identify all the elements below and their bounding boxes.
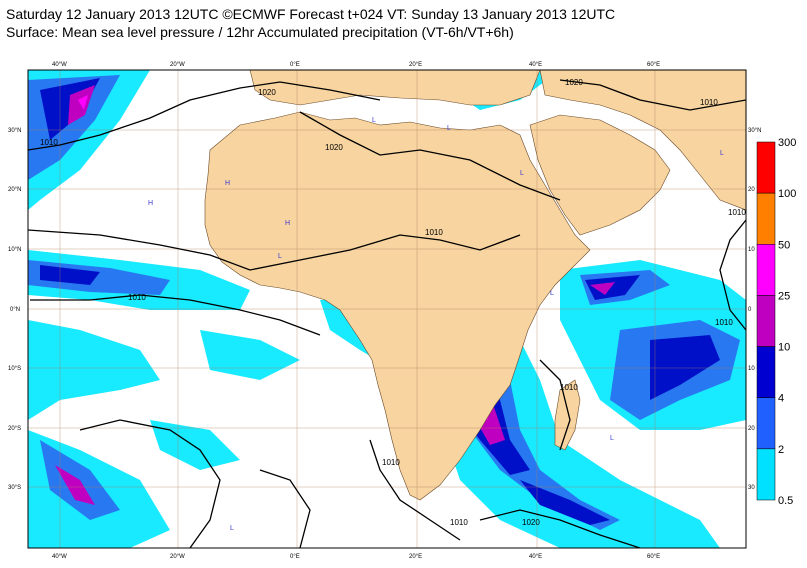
lon-label: 20°W (170, 62, 185, 68)
lat-labels-right: 30°N 20 10 0 10 20 30 (748, 128, 761, 491)
lat-label: 20 (748, 187, 755, 193)
land-layer (204, 70, 746, 501)
isobar-label: 1010 (700, 98, 718, 107)
isobar-label: 1010 (40, 138, 58, 147)
isobar-labels: 1010 1020 1020 1020 1010 1010 1010 1010 … (40, 78, 746, 527)
lat-label: 10 (748, 247, 755, 253)
lat-label: 10°S (8, 366, 21, 372)
chart-subtitle: Surface: Mean sea level pressure / 12hr … (6, 24, 514, 40)
graticule (28, 70, 746, 548)
isobar-label: 1010 (728, 208, 746, 217)
isobar-label: 1010 (715, 318, 733, 327)
isobar-label: 1010 (560, 383, 578, 392)
low-marker: L (447, 125, 451, 132)
map-frame (27, 69, 747, 549)
low-marker: L (520, 170, 524, 177)
low-marker: L (720, 150, 724, 157)
middle-east-land (539, 70, 746, 211)
low-marker: L (550, 290, 554, 297)
lon-label: 40°E (529, 62, 542, 68)
lat-label: 20°S (8, 426, 21, 432)
legend-label: 25 (778, 290, 790, 302)
isobar-label: 1010 (382, 458, 400, 467)
isobar-label: 1020 (522, 518, 540, 527)
lat-label: 0 (748, 307, 752, 313)
low-marker: L (230, 525, 234, 532)
africa-landmass (204, 111, 591, 501)
lon-label: 40°W (52, 554, 67, 560)
arabian-peninsula (529, 114, 671, 236)
legend-swatch (756, 448, 776, 501)
isobar-label: 1010 (450, 518, 468, 527)
legend-swatch (756, 346, 776, 398)
lat-label: 10 (748, 366, 755, 372)
legend-label: 300 (778, 137, 796, 149)
low-marker: L (278, 253, 282, 260)
lon-label: 40°W (52, 62, 67, 68)
lon-label: 0°E (290, 62, 300, 68)
isobars (28, 79, 746, 548)
high-marker: H (225, 180, 230, 187)
lat-label: 30°N (8, 128, 21, 134)
lon-label: 20°W (170, 554, 185, 560)
lon-label: 20°E (409, 554, 422, 560)
legend-label: 4 (778, 393, 784, 405)
legend-swatch (756, 141, 776, 194)
isobar-label: 1010 (128, 293, 146, 302)
lon-labels-bottom: 40°W 20°W 0°E 20°E 40°E 60°E (52, 554, 660, 560)
pressure-markers: H H H L L L L L L L L (148, 117, 724, 532)
lat-label: 20°N (8, 187, 21, 193)
chart-title: Saturday 12 January 2013 12UTC ©ECMWF Fo… (6, 6, 616, 22)
lat-label: 10°N (8, 247, 21, 253)
lon-label: 60°E (647, 554, 660, 560)
lat-label: 30 (748, 485, 755, 491)
legend-swatch (756, 244, 776, 296)
isobar-label: 1020 (325, 143, 343, 152)
lon-label: 0°E (290, 554, 300, 560)
isobar-label: 1010 (425, 228, 443, 237)
isobar-label: 1020 (258, 88, 276, 97)
legend-label: 50 (778, 239, 790, 251)
high-marker: H (285, 220, 290, 227)
lon-label: 20°E (409, 62, 422, 68)
madagascar (554, 379, 581, 451)
lat-labels-left: 30°N 20°N 10°N 0°N 10°S 20°S 30°S (8, 128, 21, 491)
legend-swatch (756, 397, 776, 450)
lat-label: 0°N (10, 307, 20, 313)
legend-label: 100 (778, 188, 796, 200)
lat-label: 30°N (748, 128, 761, 134)
legend-label: 2 (778, 444, 784, 456)
isobar-label: 1020 (565, 78, 583, 87)
low-marker: L (610, 435, 614, 442)
low-marker: L (372, 117, 376, 124)
legend-label: 0.5 (778, 495, 793, 507)
high-marker: H (148, 200, 153, 207)
legend-swatch (756, 192, 776, 245)
legend-label: 10 (778, 342, 790, 354)
lon-label: 60°E (647, 62, 660, 68)
lat-label: 30°S (8, 485, 21, 491)
lat-label: 20 (748, 426, 755, 432)
precip-legend: 300 100 50 25 10 4 2 0.5 (756, 137, 796, 507)
europe-land (249, 70, 541, 106)
legend-swatch (756, 295, 776, 347)
lon-labels-top: 40°W 20°W 0°E 20°E 40°E 60°E (52, 62, 660, 68)
lon-label: 40°E (529, 554, 542, 560)
